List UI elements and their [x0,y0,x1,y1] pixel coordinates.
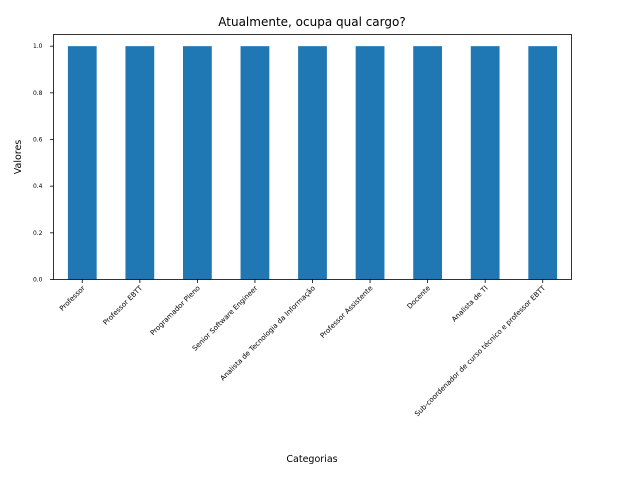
y-tick-label: 0.4 [33,183,43,190]
y-tick-label: 0.2 [33,230,43,237]
bar [125,46,155,280]
x-axis: Professor Professor EBTT Programador Pleno… [58,279,548,418]
y-axis: 0.0 0.2 0.4 0.6 0.8 1.0 [33,43,54,284]
bars-group [67,46,558,280]
y-tick-label: 0.6 [33,137,43,144]
x-tick-label: Programador Pleno [149,284,202,337]
x-tick-label: Professor EBTT [102,284,145,327]
x-axis-label: Categorias [286,454,337,465]
y-tick-label: 0.8 [33,90,43,97]
x-tick-label: Analista de Tecnologia da Informação [219,284,317,382]
x-tick-label: Analista de TI [450,284,489,323]
bar [298,46,327,280]
x-tick-label: Docente [406,284,432,310]
bar [67,46,97,280]
x-tick-label: Professor [58,284,87,313]
chart-title: Atualmente, ocupa qual cargo? [218,15,405,29]
x-tick-label: Senior Software Engineer [191,284,260,353]
y-tick-label: 1.0 [33,43,43,50]
bar [240,46,270,280]
y-tick-label: 0.0 [33,277,43,284]
bar [413,46,442,280]
x-tick-label: Professor Assistente [319,284,375,340]
x-tick-label: Sub-coordenador de curso técnico e profe… [413,284,547,418]
y-axis-label: Valores [13,140,24,175]
bar [470,46,500,280]
bar [355,46,385,280]
bar [183,46,212,280]
bar [528,46,558,280]
